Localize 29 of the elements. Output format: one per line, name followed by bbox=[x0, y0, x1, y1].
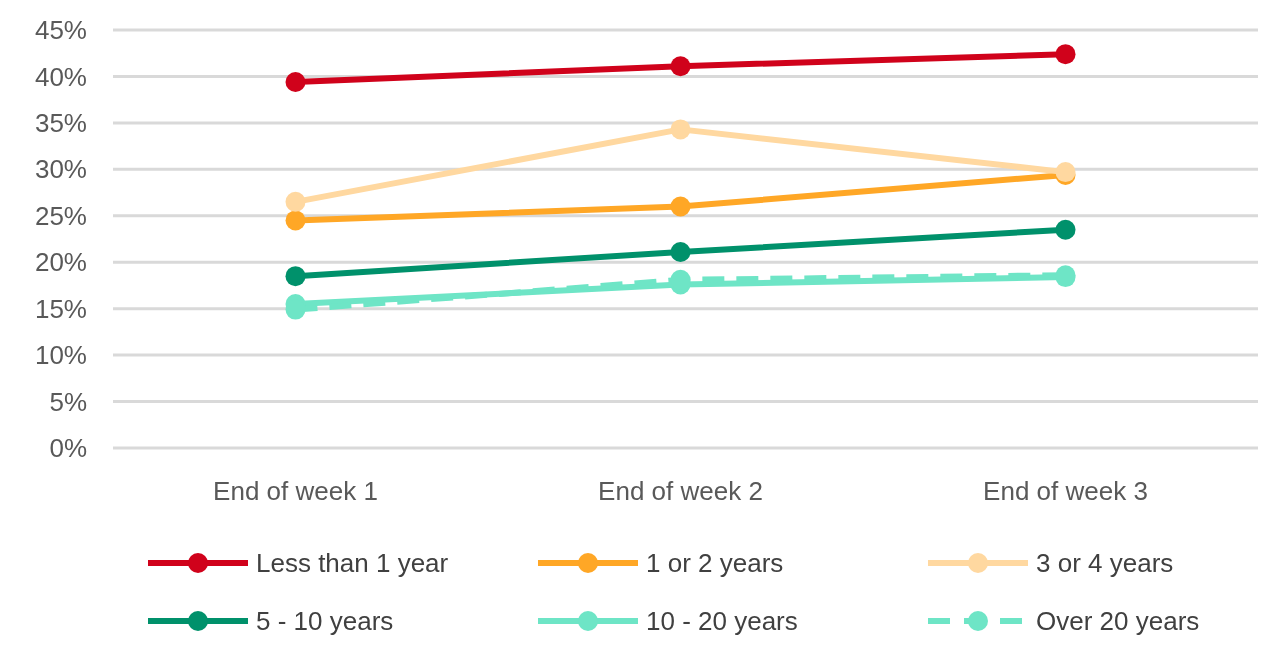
legend-label: 5 - 10 years bbox=[256, 606, 394, 637]
point bbox=[670, 119, 691, 140]
point bbox=[285, 210, 306, 231]
point bbox=[285, 191, 306, 212]
legend-label: Over 20 years bbox=[1036, 606, 1200, 637]
point bbox=[670, 242, 691, 262]
y-tick-label: 35% bbox=[34, 107, 87, 138]
legend-label: 1 or 2 years bbox=[646, 548, 784, 579]
x-tick-label: End of week 1 bbox=[213, 476, 378, 506]
y-tick-label: 20% bbox=[34, 247, 87, 278]
y-tick-label: 25% bbox=[34, 200, 87, 231]
legend-label: 3 or 4 years bbox=[1036, 548, 1174, 579]
y-tick-label: 40% bbox=[34, 61, 87, 92]
legend-label: 10 - 20 years bbox=[646, 606, 798, 637]
y-tick-label: 10% bbox=[34, 340, 87, 371]
point bbox=[670, 196, 691, 217]
point bbox=[285, 72, 306, 93]
y-tick-label: 15% bbox=[34, 293, 87, 324]
y-tick-label: 45% bbox=[34, 15, 87, 46]
y-tick-label: 5% bbox=[49, 386, 87, 417]
x-tick-label: End of week 2 bbox=[598, 476, 763, 506]
point bbox=[285, 266, 306, 287]
point bbox=[1055, 44, 1076, 65]
point bbox=[670, 56, 691, 77]
point bbox=[1055, 219, 1076, 240]
legend-label: Less than 1 year bbox=[256, 548, 449, 579]
y-tick-label: 30% bbox=[34, 154, 87, 185]
x-tick-label: End of week 3 bbox=[983, 476, 1148, 506]
y-tick-label: 0% bbox=[49, 433, 87, 464]
